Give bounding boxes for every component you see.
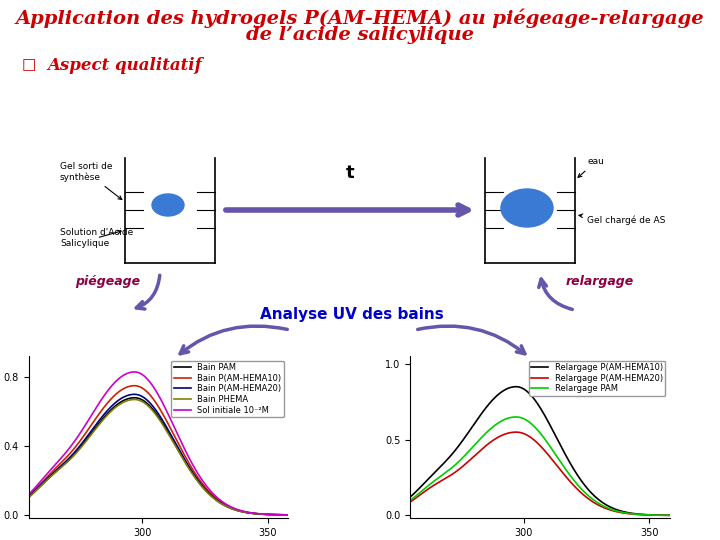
Sol initiale 10⁻²M bbox=[24, 491, 33, 497]
Relargage P(AM-HEMA10) bbox=[511, 383, 520, 390]
Relargage PAM bbox=[561, 465, 570, 472]
Bain PAM bbox=[284, 511, 292, 518]
Bain PAM bbox=[150, 408, 158, 414]
Bain P(AM-HEMA10) bbox=[24, 492, 33, 499]
Bain P(AM-HEMA10) bbox=[150, 397, 158, 403]
Relargage P(AM-HEMA20) bbox=[660, 512, 668, 518]
Ellipse shape bbox=[152, 194, 184, 216]
Text: piégeage: piégeage bbox=[76, 275, 140, 288]
Relargage P(AM-HEMA10) bbox=[561, 451, 570, 457]
Sol initiale 10⁻²M bbox=[130, 369, 138, 375]
Bain P(AM-HEMA10) bbox=[148, 395, 157, 401]
Relargage P(AM-HEMA20) bbox=[530, 437, 539, 443]
Bain PHEMA bbox=[278, 511, 287, 518]
Bain P(AM-HEMA10) bbox=[179, 450, 188, 457]
Relargage P(AM-HEMA20) bbox=[406, 498, 415, 505]
Sol initiale 10⁻²M bbox=[284, 511, 292, 518]
Relargage P(AM-HEMA10) bbox=[665, 512, 674, 518]
Line: Sol initiale 10⁻²M: Sol initiale 10⁻²M bbox=[29, 372, 288, 515]
Ellipse shape bbox=[501, 189, 553, 227]
Bain PHEMA bbox=[24, 494, 33, 501]
Bain PAM bbox=[166, 431, 174, 438]
Bain PHEMA bbox=[150, 409, 158, 415]
Text: □: □ bbox=[22, 57, 36, 72]
Line: Relargage P(AM-HEMA10): Relargage P(AM-HEMA10) bbox=[410, 387, 670, 515]
Bain PAM bbox=[130, 395, 138, 401]
Relargage PAM bbox=[665, 512, 674, 518]
Relargage P(AM-HEMA10) bbox=[530, 396, 539, 402]
Bain P(AM-HEMA10) bbox=[284, 511, 292, 518]
Relargage P(AM-HEMA10) bbox=[660, 512, 668, 518]
Bain P(AM-HEMA20) bbox=[179, 454, 188, 461]
Relargage P(AM-HEMA20) bbox=[531, 438, 540, 444]
Line: Relargage PAM: Relargage PAM bbox=[410, 417, 670, 515]
Text: de l’acide salicylique: de l’acide salicylique bbox=[246, 26, 474, 44]
Bain P(AM-HEMA20) bbox=[150, 404, 158, 411]
Bain P(AM-HEMA20) bbox=[238, 508, 246, 515]
Relargage PAM bbox=[511, 414, 520, 420]
Text: Analyse UV des bains: Analyse UV des bains bbox=[260, 307, 444, 322]
Relargage PAM bbox=[547, 445, 556, 451]
Bain P(AM-HEMA20) bbox=[130, 391, 138, 397]
Bain PHEMA bbox=[238, 508, 246, 515]
Sol initiale 10⁻²M bbox=[179, 444, 188, 450]
Relargage P(AM-HEMA10) bbox=[619, 509, 628, 515]
Bain PAM bbox=[278, 511, 287, 518]
Sol initiale 10⁻²M bbox=[278, 511, 287, 518]
Relargage P(AM-HEMA20) bbox=[665, 512, 674, 518]
Bain PHEMA bbox=[130, 396, 138, 403]
Relargage PAM bbox=[530, 423, 539, 429]
Bain P(AM-HEMA20) bbox=[284, 511, 292, 518]
Text: Aspect qualitatif: Aspect qualitatif bbox=[47, 57, 202, 73]
Legend: Bain PAM, Bain P(AM-HEMA10), Bain P(AM-HEMA20), Bain PHEMA, Sol initiale 10⁻²M: Bain PAM, Bain P(AM-HEMA10), Bain P(AM-H… bbox=[171, 361, 284, 417]
Sol initiale 10⁻²M bbox=[166, 414, 174, 420]
Line: Bain PHEMA: Bain PHEMA bbox=[29, 400, 288, 515]
Line: Bain P(AM-HEMA10): Bain P(AM-HEMA10) bbox=[29, 386, 288, 515]
Text: relargage: relargage bbox=[566, 275, 634, 288]
Sol initiale 10⁻²M bbox=[150, 384, 158, 391]
Bain P(AM-HEMA10) bbox=[238, 508, 246, 515]
Relargage P(AM-HEMA10) bbox=[547, 424, 556, 430]
Relargage P(AM-HEMA20) bbox=[561, 472, 570, 479]
Bain PHEMA bbox=[179, 457, 188, 463]
Relargage PAM bbox=[406, 497, 415, 503]
Relargage P(AM-HEMA10) bbox=[406, 494, 415, 500]
Bain P(AM-HEMA20) bbox=[166, 429, 174, 436]
Relargage PAM bbox=[531, 424, 540, 431]
Text: Gel chargé de AS: Gel chargé de AS bbox=[579, 214, 665, 225]
Bain PAM bbox=[238, 508, 246, 515]
Text: Application des hydrogels P(AM-HEMA) au piégeage-relargage: Application des hydrogels P(AM-HEMA) au … bbox=[16, 8, 704, 28]
Bain PAM bbox=[24, 494, 33, 501]
Relargage PAM bbox=[660, 512, 668, 518]
Relargage PAM bbox=[619, 509, 628, 516]
Bain P(AM-HEMA10) bbox=[166, 423, 174, 430]
Text: Solution d'Acide
Salicylique: Solution d'Acide Salicylique bbox=[60, 228, 133, 248]
Relargage P(AM-HEMA20) bbox=[547, 455, 556, 462]
Relargage P(AM-HEMA20) bbox=[619, 510, 628, 516]
Relargage P(AM-HEMA20) bbox=[511, 429, 520, 435]
Bain PAM bbox=[148, 406, 157, 412]
Line: Relargage P(AM-HEMA20): Relargage P(AM-HEMA20) bbox=[410, 432, 670, 515]
Bain P(AM-HEMA20) bbox=[24, 494, 33, 500]
Line: Bain PAM: Bain PAM bbox=[29, 398, 288, 515]
Relargage P(AM-HEMA10) bbox=[531, 397, 540, 404]
Bain P(AM-HEMA10) bbox=[130, 382, 138, 389]
Bain PHEMA bbox=[148, 407, 157, 414]
Bain PHEMA bbox=[284, 511, 292, 518]
Sol initiale 10⁻²M bbox=[148, 382, 157, 389]
Bain P(AM-HEMA10) bbox=[278, 511, 287, 518]
Bain P(AM-HEMA20) bbox=[278, 511, 287, 518]
Line: Bain P(AM-HEMA20): Bain P(AM-HEMA20) bbox=[29, 394, 288, 515]
Text: eau: eau bbox=[578, 158, 604, 177]
Bain PAM bbox=[179, 456, 188, 462]
Text: Gel sorti de
synthèse: Gel sorti de synthèse bbox=[60, 162, 122, 200]
Bain PHEMA bbox=[166, 433, 174, 439]
Bain P(AM-HEMA20) bbox=[148, 402, 157, 409]
Text: t: t bbox=[346, 164, 354, 182]
Legend: Relargage P(AM-HEMA10), Relargage P(AM-HEMA20), Relargage PAM: Relargage P(AM-HEMA10), Relargage P(AM-H… bbox=[529, 361, 665, 396]
Sol initiale 10⁻²M bbox=[238, 508, 246, 514]
